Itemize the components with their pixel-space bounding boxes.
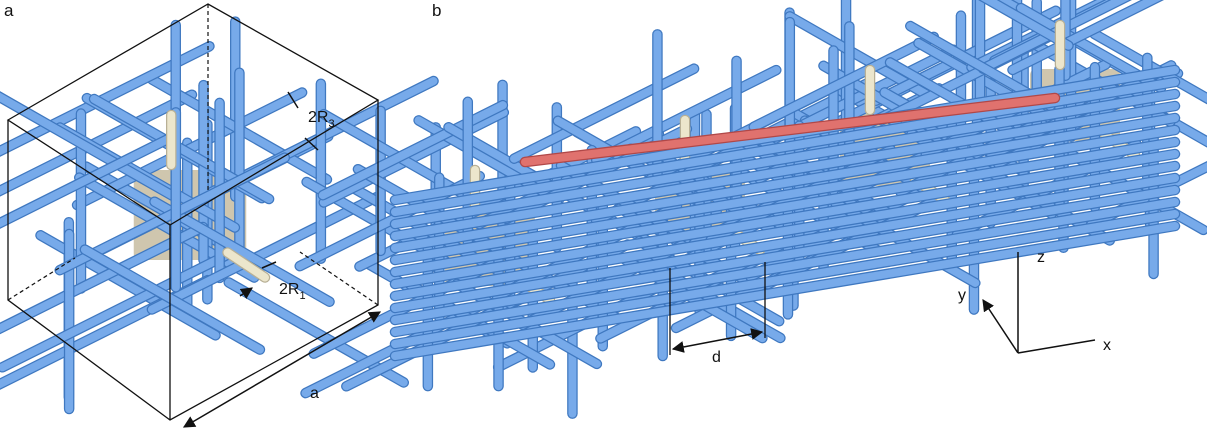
- dimension-label: d: [712, 349, 721, 366]
- dimension-label: a: [310, 385, 319, 402]
- figure: a b 2R3 2R1 a d z x y: [0, 0, 1207, 434]
- coordinate-axes: [983, 252, 1095, 353]
- axis-label: x: [1103, 337, 1111, 354]
- dimension-arrow: [673, 332, 762, 349]
- panel-label: a: [4, 1, 14, 20]
- panel-label: b: [432, 1, 441, 20]
- axis-label: z: [1037, 249, 1045, 266]
- axis-label: y: [958, 287, 966, 304]
